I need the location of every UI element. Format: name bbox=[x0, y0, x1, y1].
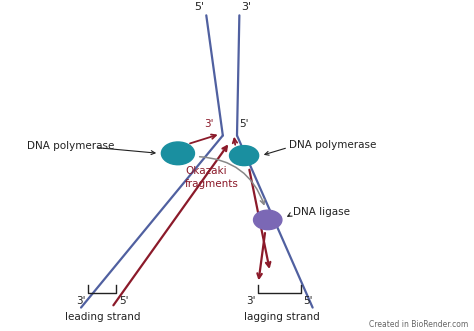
Text: lagging strand: lagging strand bbox=[244, 312, 320, 322]
Text: 5': 5' bbox=[303, 296, 313, 306]
Text: 3': 3' bbox=[246, 296, 256, 306]
Text: 5': 5' bbox=[194, 2, 204, 12]
Text: 3': 3' bbox=[241, 2, 252, 12]
Circle shape bbox=[161, 142, 194, 165]
Circle shape bbox=[229, 146, 259, 166]
Text: 5': 5' bbox=[119, 296, 128, 306]
Text: Okazaki
fragments: Okazaki fragments bbox=[185, 166, 239, 189]
Text: DNA polymerase: DNA polymerase bbox=[27, 141, 114, 151]
Circle shape bbox=[254, 210, 282, 230]
Text: leading strand: leading strand bbox=[64, 312, 140, 322]
Text: DNA ligase: DNA ligase bbox=[293, 207, 350, 217]
Text: 3': 3' bbox=[76, 296, 86, 306]
Text: 5': 5' bbox=[239, 119, 249, 129]
Text: DNA polymerase: DNA polymerase bbox=[289, 140, 376, 150]
Text: Created in BioRender.com: Created in BioRender.com bbox=[369, 320, 469, 329]
Text: 3': 3' bbox=[204, 119, 213, 129]
